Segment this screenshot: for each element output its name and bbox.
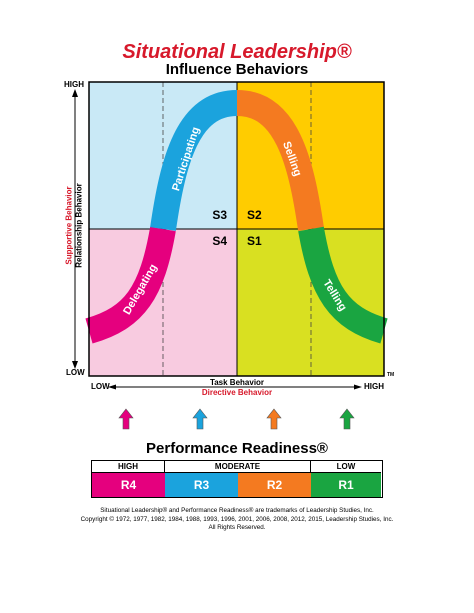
curve-band-telling bbox=[298, 226, 388, 344]
copyright-footer: Situational Leadership® and Performance … bbox=[0, 507, 474, 533]
footer-trademark-line: Situational Leadership® and Performance … bbox=[100, 507, 374, 514]
trademark-mark: TM bbox=[387, 372, 394, 378]
quadrant-label-s3: S3 bbox=[212, 208, 227, 222]
x-axis-label-directive: Directive Behavior bbox=[201, 388, 273, 397]
readiness-header-moderate: MODERATE bbox=[165, 461, 311, 473]
footer-copyright-line: Copyright © 1972, 1977, 1982, 1984, 1988… bbox=[80, 515, 394, 523]
footer-rights-line: All Rights Reserved. bbox=[208, 524, 266, 531]
up-arrow-r3-icon bbox=[192, 408, 208, 430]
y-axis-label-relationship: Relationship Behavior bbox=[74, 183, 84, 268]
readiness-cell-r2: R2 bbox=[238, 473, 311, 497]
readiness-cell-r3: R3 bbox=[165, 473, 238, 497]
curve-band-participating bbox=[150, 90, 238, 231]
performance-readiness-title: Performance Readiness® bbox=[146, 440, 328, 457]
quadrant-label-s1: S1 bbox=[247, 234, 262, 248]
curve-band-selling bbox=[236, 90, 324, 231]
y-axis-high-label: HIGH bbox=[64, 80, 84, 89]
y-axis-arrow-down bbox=[72, 361, 78, 369]
up-arrow-r4-icon bbox=[118, 408, 134, 430]
quadrant-frame bbox=[88, 81, 385, 377]
y-axis-low-label: LOW bbox=[66, 368, 85, 377]
readiness-header-low: LOW bbox=[311, 461, 381, 473]
readiness-cell-r4: R4 bbox=[92, 473, 165, 497]
x-axis-low-label: LOW bbox=[91, 382, 110, 391]
y-axis-label-supportive: Supportive Behavior bbox=[64, 186, 74, 265]
x-axis-label-task: Task Behavior bbox=[209, 378, 265, 387]
quadrant-label-s4: S4 bbox=[212, 234, 227, 248]
x-axis-high-label: HIGH bbox=[364, 382, 384, 391]
readiness-table: HIGH MODERATE LOW R4 R3 R2 R1 bbox=[91, 460, 383, 498]
page-title: Situational Leadership® bbox=[122, 41, 352, 63]
x-axis-arrow-right bbox=[354, 384, 362, 390]
readiness-cell-r1: R1 bbox=[311, 473, 381, 497]
x-axis-arrow-left bbox=[108, 384, 116, 390]
readiness-header-high: HIGH bbox=[92, 461, 165, 473]
quadrant-label-s2: S2 bbox=[247, 208, 262, 222]
diagram-subtitle: Influence Behaviors bbox=[165, 61, 309, 78]
y-axis-arrow-up bbox=[72, 89, 78, 97]
up-arrow-r1-icon bbox=[339, 408, 355, 430]
curve-band-delegating bbox=[85, 226, 176, 344]
up-arrow-r2-icon bbox=[266, 408, 282, 430]
